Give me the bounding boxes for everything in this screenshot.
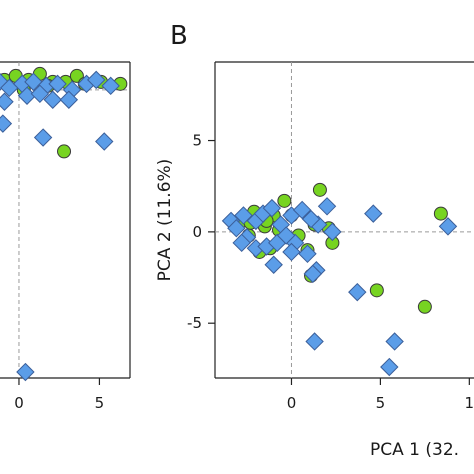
data-point-circle [312, 182, 327, 197]
panel-b-y-tick-label: -5 [187, 314, 202, 332]
panel-a-reference-lines [0, 62, 130, 378]
panel-letter-b: B [170, 21, 188, 51]
data-point-circle [277, 193, 292, 208]
panel-a-x-tick-label: 5 [95, 394, 105, 412]
data-point-circle [433, 206, 448, 221]
data-point-diamond [33, 128, 53, 147]
data-point-circle [369, 283, 384, 298]
data-point-diamond [227, 219, 246, 238]
data-point-diamond [364, 204, 383, 223]
data-point-diamond [282, 242, 301, 262]
data-point-diamond [276, 226, 296, 245]
panel-a-x-tick-label: 0 [14, 394, 24, 412]
panel-b-y-tick-label: 5 [192, 132, 202, 150]
data-point-circle [417, 299, 432, 314]
data-point-diamond [323, 222, 342, 242]
data-point-diamond [0, 114, 13, 133]
data-point-diamond [59, 90, 79, 109]
data-point-diamond [264, 255, 283, 274]
panel-b-points [221, 182, 458, 377]
data-point-diamond [95, 132, 114, 151]
data-point-diamond [48, 74, 67, 94]
panel-a-points [0, 66, 128, 382]
panel-b-ticks: 0 5 1 5 0 -5 [187, 132, 474, 412]
data-point-diamond [380, 357, 399, 377]
data-point-diamond [101, 76, 120, 96]
data-point-diamond [232, 233, 251, 253]
data-point-diamond [305, 332, 324, 351]
panel-b-y-axis-label: PCA 2 (11.6%) [155, 159, 175, 282]
panel-b-y-tick-label: 0 [192, 223, 202, 241]
panel-b-x-tick-label: 0 [287, 394, 297, 412]
data-point-diamond [348, 282, 367, 302]
data-point-diamond [30, 84, 50, 104]
data-point-diamond [438, 217, 458, 236]
data-point-diamond [385, 332, 404, 351]
data-point-diamond [301, 209, 321, 229]
data-point-circle [57, 144, 72, 159]
data-point-diamond [303, 264, 323, 284]
data-point-diamond [43, 90, 62, 109]
data-point-diamond [317, 197, 337, 216]
data-point-diamond [234, 206, 253, 225]
data-point-diamond [292, 200, 312, 220]
data-point-diamond [16, 362, 35, 382]
data-point-diamond [298, 244, 317, 263]
data-point-diamond [262, 198, 282, 218]
data-point-diamond [0, 92, 14, 111]
data-point-diamond [86, 70, 106, 90]
panel-b-x-tick-label: 5 [376, 394, 386, 412]
panel-b: B 0 5 1 5 0 -5 PCA 1 (32. PCA 2 (11.6%) [155, 21, 474, 460]
panel-b-x-axis-label: PCA 1 (32. [370, 440, 459, 460]
panel-b-x-tick-label: 1 [465, 394, 474, 412]
